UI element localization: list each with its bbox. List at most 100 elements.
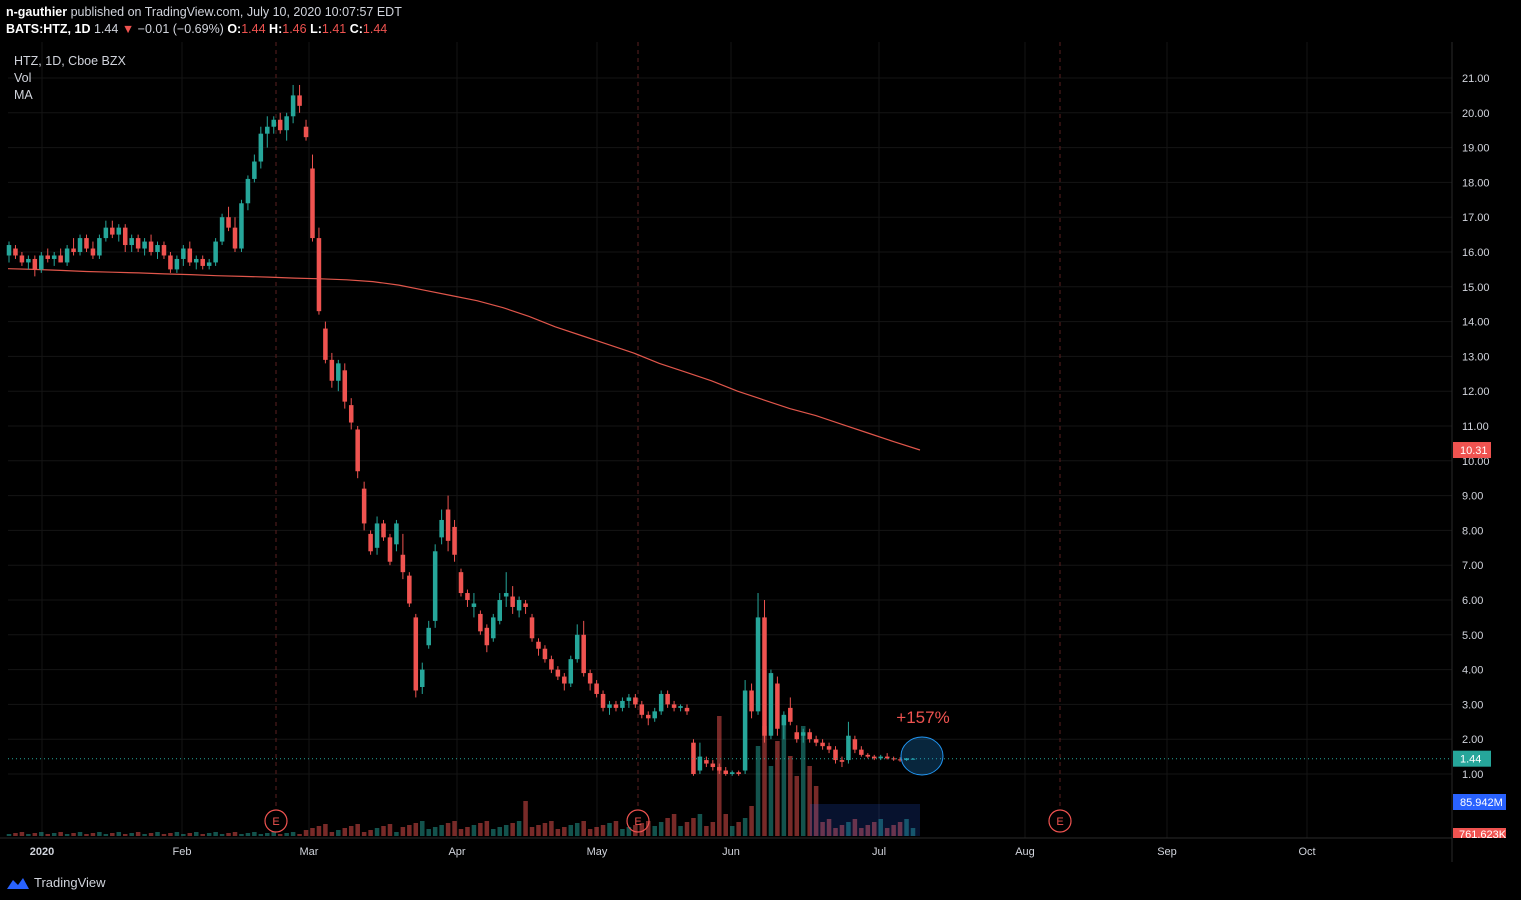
- candle-body[interactable]: [652, 711, 657, 719]
- candle-body[interactable]: [277, 119, 283, 131]
- candle-body[interactable]: [871, 756, 877, 759]
- candle-body[interactable]: [846, 735, 851, 761]
- candle-body[interactable]: [562, 676, 567, 684]
- candle-body[interactable]: [387, 537, 393, 562]
- candle-body[interactable]: [19, 255, 25, 263]
- candle-body[interactable]: [90, 248, 96, 256]
- candle-body[interactable]: [607, 704, 612, 708]
- candle-body[interactable]: [671, 704, 677, 708]
- ma-path[interactable]: [7, 268, 921, 451]
- candle-body[interactable]: [897, 759, 903, 761]
- earnings-marker-icon[interactable]: [1048, 809, 1072, 833]
- candle-body[interactable]: [103, 227, 109, 239]
- candle-body[interactable]: [303, 126, 309, 138]
- candle-body[interactable]: [484, 627, 490, 646]
- candle-body[interactable]: [348, 405, 354, 423]
- candle-body[interactable]: [839, 760, 845, 762]
- candle-body[interactable]: [200, 258, 205, 266]
- candle-body[interactable]: [620, 700, 625, 708]
- candle-body[interactable]: [439, 519, 444, 538]
- candle-body[interactable]: [342, 370, 348, 402]
- candle-body[interactable]: [45, 255, 51, 259]
- candle-body[interactable]: [665, 693, 670, 705]
- candle-body[interactable]: [413, 617, 419, 691]
- candle-body[interactable]: [549, 659, 554, 670]
- candle-body[interactable]: [600, 693, 606, 708]
- candle-body[interactable]: [536, 641, 541, 649]
- candle-body[interactable]: [316, 238, 322, 312]
- candle-body[interactable]: [374, 523, 380, 548]
- candle-body[interactable]: [658, 693, 664, 712]
- candle-body[interactable]: [639, 704, 645, 715]
- candle-body[interactable]: [723, 770, 729, 774]
- candle-body[interactable]: [471, 603, 477, 607]
- candle-body[interactable]: [717, 767, 722, 771]
- candle-body[interactable]: [71, 248, 76, 252]
- candle-body[interactable]: [865, 754, 871, 757]
- earnings-marker-icon[interactable]: [264, 809, 288, 833]
- candle-body[interactable]: [742, 690, 748, 771]
- candle-body[interactable]: [32, 258, 38, 270]
- candle-body[interactable]: [407, 575, 412, 604]
- candle-body[interactable]: [465, 593, 470, 600]
- candle-body[interactable]: [704, 760, 709, 764]
- candle-body[interactable]: [271, 119, 277, 127]
- candle-body[interactable]: [129, 238, 134, 246]
- candle-body[interactable]: [51, 255, 57, 259]
- candle-body[interactable]: [161, 245, 167, 256]
- candle-body[interactable]: [587, 673, 593, 684]
- candle-body[interactable]: [691, 742, 696, 774]
- candle-body[interactable]: [336, 363, 341, 381]
- candle-body[interactable]: [361, 488, 367, 524]
- candle-body[interactable]: [633, 697, 638, 705]
- candle-body[interactable]: [419, 669, 425, 687]
- author-name[interactable]: n-gauthier: [6, 5, 68, 19]
- candle-body[interactable]: [329, 359, 335, 381]
- candle-body[interactable]: [497, 600, 503, 621]
- candle-body[interactable]: [729, 772, 735, 774]
- candle-body[interactable]: [426, 627, 431, 646]
- candle-body[interactable]: [77, 238, 83, 252]
- candle-body[interactable]: [891, 758, 896, 760]
- candle-body[interactable]: [258, 133, 264, 162]
- candle-body[interactable]: [503, 593, 509, 597]
- candle-body[interactable]: [232, 227, 238, 249]
- candle-body[interactable]: [516, 600, 522, 611]
- candle-body[interactable]: [355, 429, 360, 472]
- candle-body[interactable]: [368, 533, 373, 552]
- candle-body[interactable]: [697, 756, 703, 771]
- candle-body[interactable]: [710, 763, 716, 768]
- candle-body[interactable]: [400, 554, 406, 573]
- candle-body[interactable]: [84, 238, 89, 249]
- candle-body[interactable]: [381, 523, 386, 538]
- candle-body[interactable]: [645, 714, 651, 719]
- candle-body[interactable]: [826, 746, 832, 750]
- candle-body[interactable]: [800, 732, 806, 736]
- candle-body[interactable]: [878, 756, 883, 759]
- candle-body[interactable]: [794, 732, 800, 740]
- earnings-marker-icon[interactable]: [626, 809, 650, 833]
- candle-body[interactable]: [168, 255, 173, 270]
- candle-body[interactable]: [852, 739, 858, 750]
- candle-body[interactable]: [148, 241, 154, 252]
- candle-body[interactable]: [445, 509, 451, 541]
- tradingview-logo[interactable]: TradingView: [6, 875, 106, 890]
- candle-body[interactable]: [64, 248, 70, 263]
- candle-body[interactable]: [613, 704, 619, 708]
- candle-body[interactable]: [749, 690, 754, 712]
- candle-body[interactable]: [239, 203, 244, 249]
- candle-body[interactable]: [833, 749, 838, 761]
- candle-body[interactable]: [684, 707, 690, 712]
- candle-body[interactable]: [626, 697, 632, 701]
- candle-body[interactable]: [323, 328, 328, 360]
- legend-title[interactable]: HTZ, 1D, Cboe BZX: [14, 54, 126, 68]
- candle-body[interactable]: [187, 248, 193, 263]
- candle-body[interactable]: [26, 258, 31, 263]
- candle-body[interactable]: [581, 634, 586, 674]
- candle-body[interactable]: [310, 168, 315, 239]
- candle-body[interactable]: [297, 95, 302, 106]
- candle-body[interactable]: [155, 245, 160, 252]
- candle-body[interactable]: [245, 178, 251, 204]
- candle-body[interactable]: [478, 613, 483, 632]
